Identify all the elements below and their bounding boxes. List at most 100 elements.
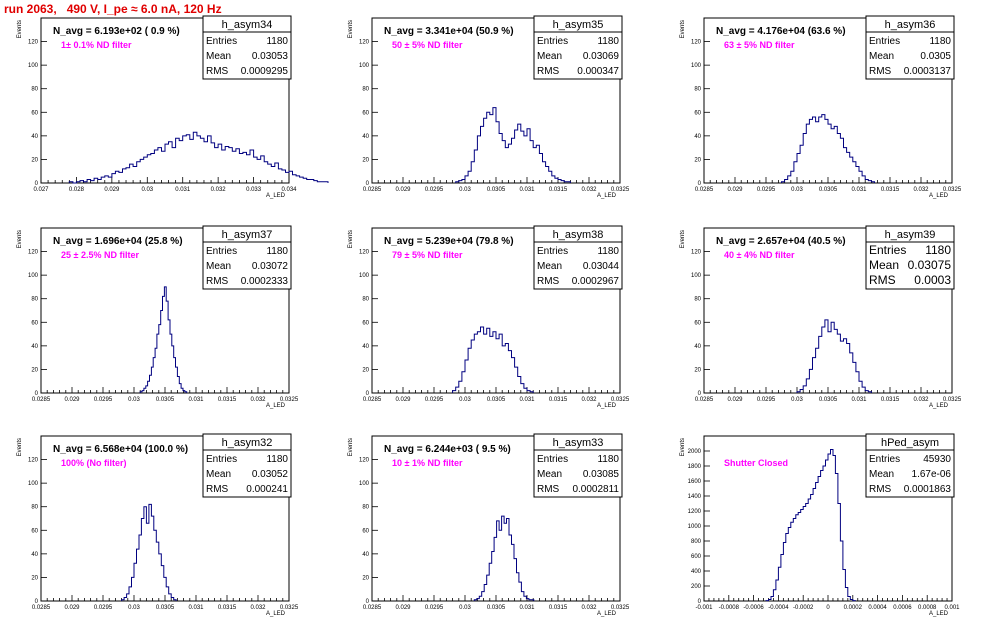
histogram-h_asym39 <box>796 319 872 393</box>
x-tick-label: 0.031 <box>519 187 535 193</box>
filter-annotation: 63 ± 5% ND filter <box>724 40 795 50</box>
x-tick-label: 0.03 <box>128 397 140 403</box>
y-tick-label: 200 <box>691 584 702 590</box>
x-tick-label: 0.032 <box>250 397 266 403</box>
y-tick-label: 60 <box>694 110 701 116</box>
stats-key-entries: Entries <box>206 36 237 47</box>
panel-h_asym38: 0.0285 0.029 0.0295 0.03 0.0305 0.031 0.0315 0.… <box>348 225 630 409</box>
x-tick-label: 0 <box>826 605 830 611</box>
x-axis-title: A_LED <box>597 611 617 617</box>
y-tick-label: 2000 <box>688 449 702 455</box>
n-avg-label: N_avg = 6.244e+03 ( 9.5 %) <box>384 444 511 455</box>
stats-key-rms: RMS <box>537 66 560 77</box>
stats-box <box>533 225 623 290</box>
stats-key-rms: RMS <box>206 66 229 77</box>
y-tick-label: 60 <box>31 320 38 326</box>
x-tick-label: 0.0006 <box>893 605 912 611</box>
stats-value-entries: 1180 <box>597 454 619 465</box>
y-tick-label: 80 <box>362 297 369 303</box>
panel-h_asym35: 0.0285 0.029 0.0295 0.03 0.0305 0.031 0.0315 0.… <box>348 15 630 199</box>
x-tick-label: 0.0325 <box>943 397 962 403</box>
filter-annotation: 1± 0.1% ND filter <box>61 40 132 50</box>
x-tick-label: 0.0325 <box>280 605 299 611</box>
x-tick-label: 0.0295 <box>425 187 444 193</box>
x-axis-title: A_LED <box>266 403 286 409</box>
x-tick-label: 0.029 <box>727 397 743 403</box>
y-tick-label: 120 <box>28 40 39 46</box>
y-tick-label: 100 <box>28 63 39 69</box>
x-axis-title: A_LED <box>597 403 617 409</box>
histogram-h_asym36 <box>781 114 875 183</box>
x-axis-title: A_LED <box>266 193 286 199</box>
stats-key-entries: Entries <box>537 36 568 47</box>
stats-value-rms: 0.0002967 <box>572 276 620 287</box>
stats-key-mean: Mean <box>537 469 562 480</box>
stats-title: h_asym32 <box>222 437 273 449</box>
x-tick-label: 0.029 <box>395 397 411 403</box>
x-tick-label: 0.03 <box>128 605 140 611</box>
stats-box <box>533 15 623 80</box>
x-tick-label: 0.0295 <box>757 187 776 193</box>
panel-h_asym39: 0.0285 0.029 0.0295 0.03 0.0305 0.031 0.0315 0.… <box>680 225 962 409</box>
panel-h_asym32: 0.0285 0.029 0.0295 0.03 0.0305 0.031 0.0315 0.… <box>17 433 299 617</box>
x-tick-label: 0.03 <box>141 187 153 193</box>
stats-key-rms: RMS <box>537 484 560 495</box>
n-avg-label: N_avg = 5.239e+04 (79.8 %) <box>384 236 514 247</box>
stats-box <box>202 15 292 80</box>
stats-title: h_asym37 <box>222 229 273 241</box>
x-tick-label: -0.0004 <box>768 605 789 611</box>
x-tick-label: 0.0004 <box>868 605 887 611</box>
stats-value-rms: 0.000241 <box>246 484 288 495</box>
y-tick-label: 0 <box>698 181 702 187</box>
x-tick-label: 0.0315 <box>881 187 900 193</box>
histogram-h_asym32 <box>121 503 177 601</box>
y-tick-label: 1400 <box>688 494 702 500</box>
stats-key-entries: Entries <box>206 454 237 465</box>
y-tick-label: 120 <box>28 250 39 256</box>
x-tick-label: 0.032 <box>211 187 227 193</box>
stats-value-entries: 1180 <box>597 36 619 47</box>
y-axis-title: Events <box>17 20 23 38</box>
stats-box <box>865 433 955 498</box>
y-tick-label: 0 <box>35 391 39 397</box>
x-tick-label: 0.032 <box>581 397 597 403</box>
x-tick-label: 0.029 <box>64 397 80 403</box>
x-axis-title: A_LED <box>929 403 949 409</box>
y-tick-label: 0 <box>366 181 370 187</box>
x-tick-label: 0.0295 <box>94 397 113 403</box>
x-tick-label: 0.0285 <box>695 187 714 193</box>
y-tick-label: 20 <box>31 575 38 581</box>
y-tick-label: 60 <box>694 320 701 326</box>
stats-value-mean: 0.03072 <box>252 261 289 272</box>
y-tick-label: 120 <box>691 250 702 256</box>
x-tick-label: 0.031 <box>188 397 204 403</box>
y-tick-label: 80 <box>694 87 701 93</box>
stats-value-entries: 1180 <box>266 36 288 47</box>
x-tick-label: 0.0325 <box>611 187 630 193</box>
y-axis-title: Events <box>348 438 354 456</box>
x-tick-label: 0.0285 <box>32 397 51 403</box>
y-tick-label: 60 <box>31 110 38 116</box>
y-tick-label: 80 <box>31 87 38 93</box>
y-tick-label: 80 <box>362 505 369 511</box>
x-tick-label: 0.0325 <box>611 605 630 611</box>
n-avg-label: N_avg = 6.193e+02 ( 0.9 %) <box>53 26 180 37</box>
stats-key-mean: Mean <box>206 469 231 480</box>
stats-key-mean: Mean <box>869 258 899 272</box>
stats-key-entries: Entries <box>206 246 237 257</box>
stats-value-rms: 0.0001863 <box>904 484 952 495</box>
x-tick-label: 0.029 <box>727 187 743 193</box>
stats-key-mean: Mean <box>206 51 231 62</box>
y-tick-label: 20 <box>362 157 369 163</box>
x-tick-label: 0.0285 <box>363 187 382 193</box>
n-avg-label: N_avg = 2.657e+04 (40.5 %) <box>716 236 846 247</box>
stats-value-mean: 0.03053 <box>252 51 289 62</box>
n-avg-label: N_avg = 4.176e+04 (63.6 %) <box>716 26 846 37</box>
x-tick-label: 0.0008 <box>918 605 937 611</box>
y-tick-label: 60 <box>362 528 369 534</box>
y-tick-label: 0 <box>35 599 39 605</box>
x-tick-label: 0.029 <box>395 605 411 611</box>
x-tick-label: 0.001 <box>944 605 960 611</box>
y-tick-label: 40 <box>362 552 369 558</box>
y-tick-label: 100 <box>28 273 39 279</box>
